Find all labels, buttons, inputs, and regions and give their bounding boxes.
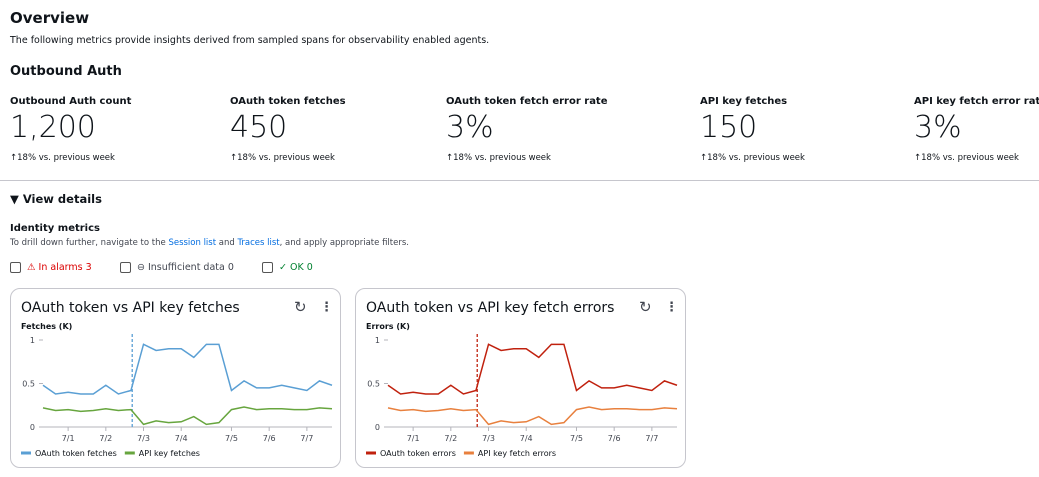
filter-ok[interactable]: ✓ OK 0 bbox=[262, 262, 313, 273]
delta-text: 18% vs. previous week bbox=[921, 153, 1019, 163]
y-tick-label: 1 bbox=[375, 336, 380, 345]
chart-card: OAuth token vs API key fetch errors ↻ ⋮ Err… bbox=[355, 288, 686, 468]
filter-label: Insufficient data 0 bbox=[147, 262, 234, 273]
y-axis-label: Errors (K) bbox=[366, 322, 410, 331]
title: Overview bbox=[10, 9, 90, 27]
chart-card: OAuth token vs API key fetches ↻ ⋮ Fetches … bbox=[10, 288, 341, 468]
overview-panel bbox=[0, 0, 1039, 181]
filter-insufficient[interactable]: ⊖ Insufficient data 0 bbox=[120, 262, 234, 273]
legend-label: OAuth token errors bbox=[380, 449, 456, 458]
y-tick-label: 1 bbox=[30, 336, 35, 345]
description: To drill down further, navigate to the S… bbox=[10, 238, 409, 248]
metric-delta: ↑18% vs. previous week bbox=[446, 153, 551, 163]
metric-label: API key fetch error rate bbox=[914, 96, 1039, 107]
text: and bbox=[216, 238, 238, 248]
metric-delta: ↑18% vs. previous week bbox=[700, 153, 805, 163]
refresh-icon[interactable]: ↻ bbox=[639, 298, 652, 316]
metric-label: Outbound Auth count bbox=[10, 96, 132, 107]
section-title: Outbound Auth bbox=[10, 64, 122, 79]
y-axis-label: Fetches (K) bbox=[21, 322, 72, 331]
line bbox=[387, 343, 678, 395]
legend-label: API key fetch errors bbox=[478, 449, 556, 458]
filter-alarm[interactable]: ⚠ In alarms 3 bbox=[10, 262, 92, 273]
x-tick-label: 7/4 bbox=[520, 434, 533, 443]
refresh-icon[interactable]: ↻ bbox=[294, 298, 307, 316]
legend-label: OAuth token fetches bbox=[35, 449, 117, 458]
x-tick-label: 7/6 bbox=[263, 434, 276, 443]
metric-label: OAuth token fetches bbox=[230, 96, 346, 107]
metric-value: 450 bbox=[230, 110, 288, 145]
metric-label: OAuth token fetch error rate bbox=[446, 96, 608, 107]
traces-link[interactable]: Traces list bbox=[237, 238, 280, 248]
line bbox=[42, 343, 333, 395]
x-tick-label: 7/7 bbox=[300, 434, 313, 443]
metric-value: 1,200 bbox=[10, 110, 96, 145]
metric-delta: ↑18% vs. previous week bbox=[230, 153, 335, 163]
x-tick-label: 7/5 bbox=[225, 434, 238, 443]
metric-value: 3% bbox=[914, 110, 962, 145]
delta-text: 18% vs. previous week bbox=[453, 153, 551, 163]
session-link[interactable]: Session list bbox=[168, 238, 217, 248]
x-tick-label: 7/2 bbox=[99, 434, 112, 443]
text: To drill down further, navigate to the bbox=[10, 238, 169, 248]
x-tick-label: 7/4 bbox=[175, 434, 188, 443]
filter-label: In alarms 3 bbox=[38, 262, 92, 273]
line bbox=[42, 406, 333, 426]
chart: OAuth token vs API key fetches ↻ ⋮ Fetches … bbox=[21, 298, 333, 458]
chart-title: OAuth token vs API key fetches bbox=[21, 300, 240, 316]
chart: OAuth token vs API key fetch errors ↻ ⋮ Err… bbox=[366, 298, 678, 458]
delta-text: 18% vs. previous week bbox=[237, 153, 335, 163]
x-tick-label: 7/1 bbox=[62, 434, 75, 443]
legend-label: API key fetches bbox=[139, 449, 200, 458]
y-tick-label: 0 bbox=[375, 423, 380, 432]
x-tick-label: 7/2 bbox=[444, 434, 457, 443]
subtitle: The following metrics provide insights d… bbox=[10, 35, 490, 46]
y-tick-label: 0.5 bbox=[367, 380, 380, 389]
menu-icon[interactable]: ⋮ bbox=[320, 300, 333, 315]
y-tick-label: 0 bbox=[30, 423, 35, 432]
filter-label: OK 0 bbox=[289, 262, 313, 273]
x-tick-label: 7/1 bbox=[407, 434, 420, 443]
metric-delta: ↑18% vs. previous week bbox=[914, 153, 1019, 163]
metric-delta: ↑18% vs. previous week bbox=[10, 153, 115, 163]
line bbox=[387, 406, 678, 426]
x-tick-label: 7/3 bbox=[137, 434, 150, 443]
x-tick-label: 7/5 bbox=[570, 434, 583, 443]
metric-label: API key fetches bbox=[700, 96, 788, 107]
identity-title: Identity metrics bbox=[10, 223, 100, 234]
y-tick-label: 0.5 bbox=[22, 380, 35, 389]
delta-text: 18% vs. previous week bbox=[707, 153, 805, 163]
details-toggle[interactable]: ▼ View details bbox=[10, 192, 102, 206]
text: , and apply appropriate filters. bbox=[279, 238, 409, 248]
menu-icon[interactable]: ⋮ bbox=[665, 300, 678, 315]
metric-value: 150 bbox=[700, 110, 758, 145]
details-toggle-text[interactable]: View details bbox=[22, 192, 102, 206]
chart-title: OAuth token vs API key fetch errors bbox=[366, 300, 614, 316]
delta-text: 18% vs. previous week bbox=[17, 153, 115, 163]
x-tick-label: 7/3 bbox=[482, 434, 495, 443]
metric-value: 3% bbox=[446, 110, 494, 145]
x-tick-label: 7/7 bbox=[645, 434, 658, 443]
x-tick-label: 7/6 bbox=[608, 434, 621, 443]
